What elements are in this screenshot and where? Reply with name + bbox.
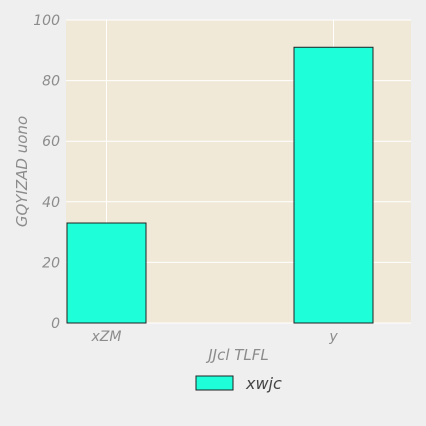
y-tick-label: 40 [42,195,60,211]
bars [66,46,374,324]
y-tick-label: 60 [42,134,60,150]
y-tick-label: 0 [51,316,60,332]
legend: xwjc [195,374,282,393]
legend-swatch [195,375,234,391]
y-axis-ticks: 0 20 40 60 80 100 [33,13,60,332]
x-tick-label: y [328,329,338,345]
legend-label: xwjc [245,374,282,393]
y-tick-label: 100 [33,13,60,29]
x-axis-title: JJcl TLFL [205,346,269,364]
y-tick-label: 20 [42,255,60,271]
y-tick-label: 80 [42,74,60,90]
y-axis-title: GQYIZAD uono [13,116,31,227]
bar-y [293,46,374,324]
x-tick-label: xZM [91,329,122,345]
x-axis-ticks: xZM y [91,329,339,345]
bar-xzm [66,222,147,324]
